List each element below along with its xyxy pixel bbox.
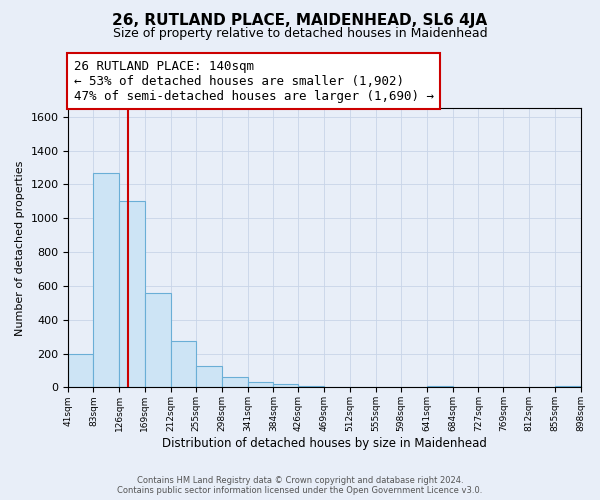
Bar bbox=[427, 386, 452, 388]
Bar bbox=[222, 378, 248, 388]
Bar bbox=[248, 382, 274, 388]
X-axis label: Distribution of detached houses by size in Maidenhead: Distribution of detached houses by size … bbox=[162, 437, 487, 450]
Bar bbox=[119, 202, 145, 388]
Text: Contains HM Land Registry data © Crown copyright and database right 2024.
Contai: Contains HM Land Registry data © Crown c… bbox=[118, 476, 482, 495]
Bar bbox=[68, 354, 94, 388]
Bar bbox=[94, 172, 119, 388]
Text: Size of property relative to detached houses in Maidenhead: Size of property relative to detached ho… bbox=[113, 28, 487, 40]
Text: 26, RUTLAND PLACE, MAIDENHEAD, SL6 4JA: 26, RUTLAND PLACE, MAIDENHEAD, SL6 4JA bbox=[112, 12, 488, 28]
Bar bbox=[145, 292, 170, 388]
Bar bbox=[298, 386, 324, 388]
Bar bbox=[170, 341, 196, 388]
Bar bbox=[274, 384, 298, 388]
Bar bbox=[555, 386, 581, 388]
Text: 26 RUTLAND PLACE: 140sqm
← 53% of detached houses are smaller (1,902)
47% of sem: 26 RUTLAND PLACE: 140sqm ← 53% of detach… bbox=[74, 60, 434, 102]
Bar bbox=[196, 366, 222, 388]
Y-axis label: Number of detached properties: Number of detached properties bbox=[15, 160, 25, 336]
